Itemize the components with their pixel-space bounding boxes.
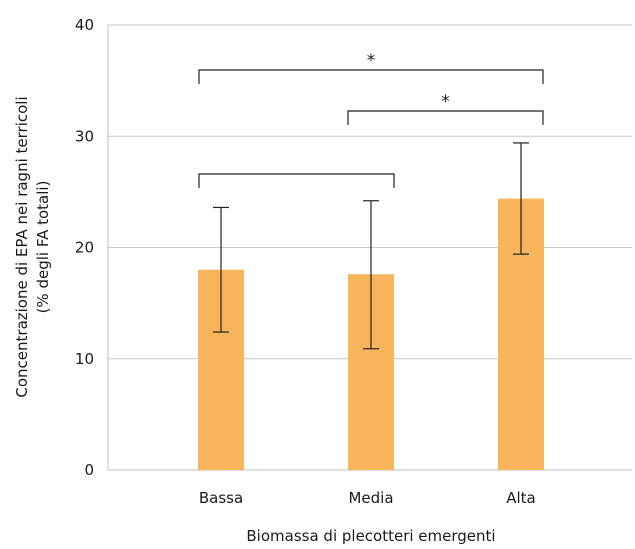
significance-bracket (198, 69, 544, 84)
y-axis-title-line2: (% degli FA totali) (34, 181, 52, 314)
x-tick-label-media: Media (348, 489, 393, 507)
error-bars (213, 142, 529, 350)
x-tick-label-alta: Alta (506, 489, 536, 507)
significance-bracket (198, 173, 395, 188)
significance-brackets: ** (198, 51, 544, 188)
y-tick-label: 30 (75, 127, 94, 145)
significance-label: * (367, 51, 376, 71)
x-axis-title: Biomassa di plecotteri emergenti (246, 527, 495, 545)
tick-labels: 0 10 20 30 40 Bassa Media Alta (75, 16, 536, 507)
y-tick-label: 40 (75, 16, 94, 34)
significance-label: * (441, 92, 450, 112)
y-tick-label: 10 (75, 350, 94, 368)
significance-bracket (347, 110, 544, 125)
y-tick-label: 20 (75, 239, 94, 257)
y-tick-label: 0 (84, 461, 94, 479)
y-axis-title-line1: Concentrazione di EPA nei ragni terricol… (13, 96, 31, 397)
x-tick-label-bassa: Bassa (199, 489, 243, 507)
